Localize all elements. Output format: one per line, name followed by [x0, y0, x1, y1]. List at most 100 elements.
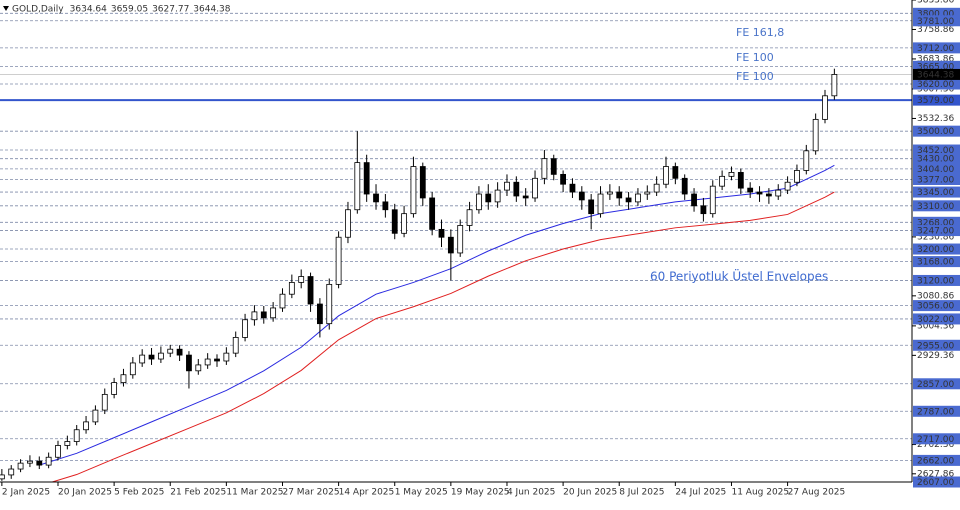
candle-body — [410, 166, 417, 215]
x-tick-label: 5 Feb 2025 — [114, 488, 164, 498]
candle-body — [438, 228, 445, 238]
level-label: 3056.00 — [917, 302, 954, 312]
candle-body — [111, 382, 118, 395]
candle-body — [157, 352, 164, 360]
level-label: 3268.00 — [917, 218, 954, 228]
level-box — [913, 256, 960, 268]
candle-body — [532, 177, 538, 199]
candle-body — [457, 225, 464, 254]
candle-body — [242, 319, 248, 338]
level-label: 3247.00 — [917, 227, 954, 237]
candle-body — [719, 175, 726, 187]
candle-body — [803, 150, 810, 171]
candle-body — [578, 191, 585, 201]
candle-body — [363, 162, 370, 195]
level-label: 3200.00 — [917, 245, 954, 255]
y-tick-label: 3532.36 — [917, 114, 954, 124]
annotation: FE 161,8 — [736, 26, 784, 39]
candles — [0, 68, 838, 481]
level-box — [913, 300, 960, 312]
candle-body — [822, 95, 828, 120]
y-tick-label: 3230.86 — [917, 232, 954, 242]
candle-body — [8, 468, 15, 476]
candle-body — [251, 311, 258, 321]
candle-body — [691, 193, 697, 207]
level-label: 3800.00 — [917, 9, 954, 19]
y-tick-label: 2627.86 — [917, 469, 954, 479]
y-tick-label: 3833.86 — [917, 0, 954, 6]
candle-body — [148, 354, 155, 360]
candle-body — [120, 374, 127, 384]
candle-body — [485, 193, 492, 203]
candle-body — [64, 441, 71, 446]
candle-body — [55, 445, 61, 458]
candle-body — [513, 181, 520, 197]
candle-body — [260, 311, 267, 319]
candle-body — [597, 193, 604, 215]
candle-body — [560, 173, 567, 185]
candle-body — [728, 172, 735, 177]
candle-body — [709, 185, 716, 215]
level-box — [913, 274, 960, 286]
candle-body — [644, 191, 651, 195]
level-box — [913, 339, 960, 351]
envelope-line — [50, 191, 835, 482]
candle-body — [73, 429, 80, 442]
candle-body — [354, 162, 361, 211]
candle-body — [419, 166, 426, 199]
candle-body — [345, 209, 351, 238]
candle-body — [737, 172, 744, 189]
candle-body — [494, 189, 501, 203]
x-tick-label: 20 Jun 2025 — [563, 488, 617, 498]
support-label: 3579.00 — [917, 96, 954, 106]
candle-body — [27, 460, 33, 464]
candle-body — [700, 205, 707, 215]
candle-body — [672, 166, 679, 179]
candle-body — [756, 191, 763, 195]
candle-body — [92, 409, 99, 423]
level-label: 2857.00 — [917, 380, 954, 390]
y-tick-label: 2929.36 — [917, 351, 954, 361]
x-tick-label: 19 May 2025 — [451, 488, 510, 498]
candle-body — [747, 187, 754, 193]
x-tick-label: 21 Feb 2025 — [170, 488, 226, 498]
level-label: 3404.00 — [917, 165, 954, 175]
header-value: 3644.38 — [193, 5, 230, 15]
level-label: 3430.00 — [917, 155, 954, 165]
candle-body — [504, 181, 510, 191]
level-label: 3620.00 — [917, 80, 954, 90]
candle-body — [176, 348, 183, 356]
candle-body — [765, 193, 772, 197]
level-label: 3120.00 — [917, 276, 954, 286]
level-box — [913, 405, 960, 417]
header-value: 3634.64 — [70, 5, 107, 15]
candle-body — [317, 303, 323, 325]
candle-body — [476, 193, 482, 211]
candle-body — [447, 236, 454, 254]
annotation: 60 Periyotluk Üstel Envelopes — [650, 268, 828, 284]
level-box — [913, 200, 960, 212]
x-tick-label: 20 Jan 2025 — [58, 488, 112, 498]
y-tick-label: 3004.36 — [917, 321, 954, 331]
level-label: 3168.00 — [917, 258, 954, 268]
candle-body — [195, 364, 202, 372]
candle-body — [635, 193, 641, 203]
candle-body — [653, 183, 660, 193]
header-value: 3659.05 — [111, 5, 148, 15]
candle-body — [36, 460, 43, 466]
header-title: GOLD,Daily — [12, 5, 64, 15]
level-box — [913, 476, 960, 488]
y-tick-label: 2702.36 — [917, 440, 954, 450]
candle-body — [101, 393, 108, 411]
candle-body — [139, 354, 146, 364]
x-tick-label: 11 Mar 2025 — [226, 488, 283, 498]
current-price-box — [913, 68, 960, 80]
candle-body — [232, 337, 239, 354]
candle-body — [681, 177, 688, 195]
candle-body — [279, 293, 286, 309]
level-box — [913, 15, 960, 27]
candle-body — [214, 358, 220, 362]
candle-body — [204, 358, 211, 366]
level-box — [913, 454, 960, 466]
level-label: 2607.00 — [917, 478, 954, 488]
